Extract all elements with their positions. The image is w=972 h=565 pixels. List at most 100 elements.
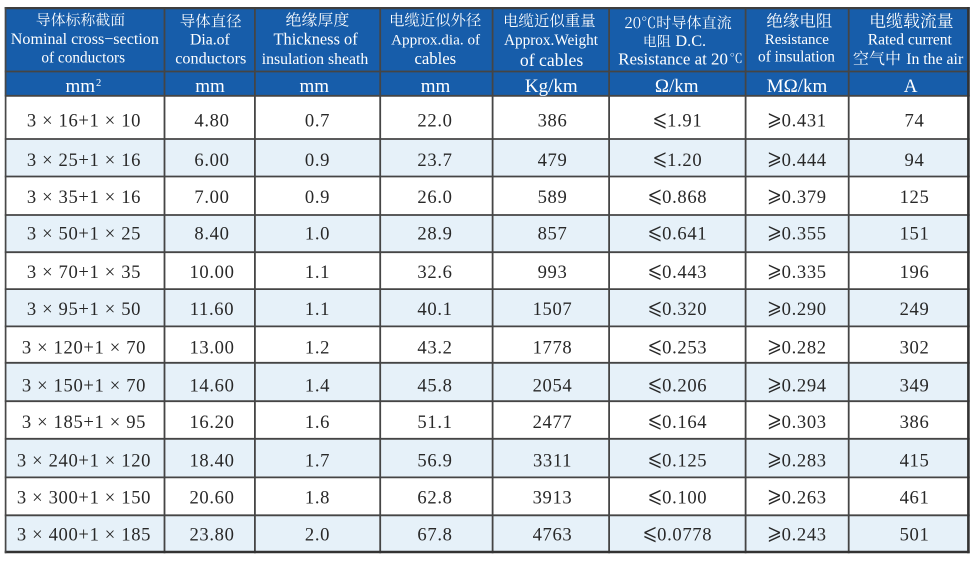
svg-text:51.1: 51.1 <box>417 412 452 433</box>
svg-text:Thickness of: Thickness of <box>273 30 358 49</box>
svg-text:0.243: 0.243 <box>782 524 827 545</box>
svg-text:0.868: 0.868 <box>662 187 707 208</box>
svg-text:40.1: 40.1 <box>417 299 452 320</box>
svg-text:0.0778: 0.0778 <box>657 524 712 545</box>
svg-text:302: 302 <box>900 338 930 359</box>
svg-text:0.164: 0.164 <box>662 412 707 433</box>
svg-text:857: 857 <box>538 224 568 245</box>
svg-text:3 × 400+1 × 185: 3 × 400+1 × 185 <box>17 524 151 545</box>
svg-text:45.8: 45.8 <box>417 376 452 397</box>
svg-text:2477: 2477 <box>533 412 573 433</box>
svg-text:16.20: 16.20 <box>189 412 234 433</box>
svg-text:Ω/km: Ω/km <box>655 76 699 97</box>
svg-text:D.C.: D.C. <box>675 32 706 50</box>
svg-text:10.00: 10.00 <box>189 262 234 283</box>
svg-text:3 × 240+1 × 120: 3 × 240+1 × 120 <box>17 450 151 471</box>
svg-text:Approx.Weight: Approx.Weight <box>504 32 599 49</box>
svg-text:Nominal cross−section: Nominal cross−section <box>11 31 159 48</box>
svg-text:Resistance at 20: Resistance at 20 <box>618 49 728 68</box>
svg-text:0.7: 0.7 <box>305 111 330 132</box>
svg-text:151: 151 <box>900 224 930 245</box>
svg-text:0.283: 0.283 <box>782 450 827 471</box>
svg-text:1.1: 1.1 <box>305 299 330 320</box>
svg-text:3 × 120+1 × 70: 3 × 120+1 × 70 <box>22 338 146 359</box>
svg-text:14.60: 14.60 <box>189 376 234 397</box>
svg-text:23.7: 23.7 <box>417 150 452 171</box>
svg-text:conductors: conductors <box>175 50 246 68</box>
svg-text:Approx.dia. of: Approx.dia. of <box>391 32 481 49</box>
svg-text:4.80: 4.80 <box>194 111 229 132</box>
svg-text:3 × 300+1 × 150: 3 × 300+1 × 150 <box>17 487 151 508</box>
svg-text:18.40: 18.40 <box>189 450 234 471</box>
svg-text:Resistance: Resistance <box>765 32 829 48</box>
svg-text:2: 2 <box>96 78 101 89</box>
svg-text:2054: 2054 <box>533 376 573 397</box>
svg-text:415: 415 <box>900 450 930 471</box>
svg-text:62.8: 62.8 <box>417 487 452 508</box>
svg-text:1.1: 1.1 <box>305 262 330 283</box>
svg-text:1.20: 1.20 <box>667 150 702 171</box>
svg-text:mm: mm <box>300 76 330 97</box>
svg-text:6.00: 6.00 <box>194 150 229 171</box>
svg-text:0.320: 0.320 <box>662 299 707 320</box>
svg-text:insulation sheath: insulation sheath <box>262 51 369 68</box>
svg-text:13.00: 13.00 <box>189 338 234 359</box>
svg-text:26.0: 26.0 <box>417 187 452 208</box>
svg-text:of conductors: of conductors <box>41 49 125 66</box>
svg-text:461: 461 <box>900 487 930 508</box>
svg-text:8.40: 8.40 <box>194 224 229 245</box>
svg-text:0.100: 0.100 <box>662 487 707 508</box>
svg-text:mm: mm <box>421 76 451 97</box>
svg-text:0.9: 0.9 <box>305 150 330 171</box>
svg-text:1778: 1778 <box>533 338 573 359</box>
svg-text:0.9: 0.9 <box>305 187 330 208</box>
svg-text:74: 74 <box>905 111 925 132</box>
svg-text:MΩ/km: MΩ/km <box>767 76 828 97</box>
svg-text:mm: mm <box>66 76 96 97</box>
svg-text:0.379: 0.379 <box>782 187 827 208</box>
svg-text:1.7: 1.7 <box>305 450 330 471</box>
svg-text:0.335: 0.335 <box>782 262 827 283</box>
svg-text:3 × 95+1 × 50: 3 × 95+1 × 50 <box>27 299 141 320</box>
svg-text:0.641: 0.641 <box>662 224 707 245</box>
svg-text:mm: mm <box>195 76 225 97</box>
svg-text:0.282: 0.282 <box>782 338 827 359</box>
svg-text:0.431: 0.431 <box>782 111 827 132</box>
svg-text:0.253: 0.253 <box>662 338 707 359</box>
svg-text:43.2: 43.2 <box>417 338 452 359</box>
svg-text:cables: cables <box>414 49 456 68</box>
svg-text:Dia.of: Dia.of <box>190 31 231 48</box>
svg-text:1.6: 1.6 <box>305 412 330 433</box>
svg-text:993: 993 <box>538 262 568 283</box>
svg-text:1.91: 1.91 <box>667 111 702 132</box>
svg-text:349: 349 <box>900 376 930 397</box>
svg-text:0.125: 0.125 <box>662 450 707 471</box>
svg-text:A: A <box>904 76 918 97</box>
svg-text:28.9: 28.9 <box>417 224 452 245</box>
svg-text:3 × 70+1 × 35: 3 × 70+1 × 35 <box>27 262 141 283</box>
svg-text:501: 501 <box>900 524 930 545</box>
svg-text:196: 196 <box>900 262 930 283</box>
svg-text:of cables: of cables <box>520 50 583 70</box>
svg-text:3 × 185+1 × 95: 3 × 185+1 × 95 <box>22 412 146 433</box>
svg-text:3 × 35+1 × 16: 3 × 35+1 × 16 <box>27 187 141 208</box>
svg-text:22.0: 22.0 <box>417 111 452 132</box>
svg-text:32.6: 32.6 <box>417 262 452 283</box>
svg-text:3 × 50+1 × 25: 3 × 50+1 × 25 <box>27 224 141 245</box>
svg-text:3913: 3913 <box>533 487 573 508</box>
svg-text:Rated current: Rated current <box>868 31 953 48</box>
svg-text:Kg/km: Kg/km <box>525 76 578 97</box>
svg-text:589: 589 <box>538 187 568 208</box>
svg-text:0.263: 0.263 <box>782 487 827 508</box>
svg-text:3311: 3311 <box>533 450 572 471</box>
svg-text:0.355: 0.355 <box>782 224 827 245</box>
svg-text:0.444: 0.444 <box>782 150 827 171</box>
svg-text:249: 249 <box>900 299 930 320</box>
svg-text:4763: 4763 <box>533 524 573 545</box>
svg-text:0.443: 0.443 <box>662 262 707 283</box>
svg-text:3 × 16+1 × 10: 3 × 16+1 × 10 <box>27 111 141 132</box>
svg-text:1.0: 1.0 <box>305 224 330 245</box>
svg-text:1.4: 1.4 <box>305 376 330 397</box>
svg-text:67.8: 67.8 <box>417 524 452 545</box>
svg-text:of insulation: of insulation <box>758 49 835 66</box>
